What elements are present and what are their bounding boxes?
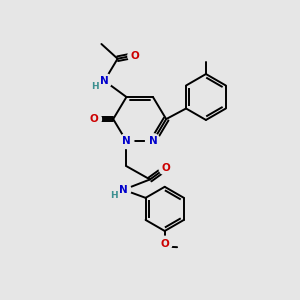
Circle shape xyxy=(159,160,174,175)
Circle shape xyxy=(146,134,160,148)
Text: N: N xyxy=(100,76,109,86)
Circle shape xyxy=(97,74,112,88)
Circle shape xyxy=(128,48,142,63)
Text: O: O xyxy=(90,114,98,124)
Text: H: H xyxy=(110,190,118,200)
Circle shape xyxy=(158,236,172,251)
Circle shape xyxy=(87,112,101,126)
Text: N: N xyxy=(122,136,131,146)
Text: N: N xyxy=(148,136,157,146)
Circle shape xyxy=(119,134,134,148)
Circle shape xyxy=(116,182,131,197)
Text: N: N xyxy=(119,185,128,195)
Text: O: O xyxy=(160,238,169,249)
Text: O: O xyxy=(162,163,171,173)
Text: H: H xyxy=(91,82,99,91)
Text: O: O xyxy=(131,51,140,61)
